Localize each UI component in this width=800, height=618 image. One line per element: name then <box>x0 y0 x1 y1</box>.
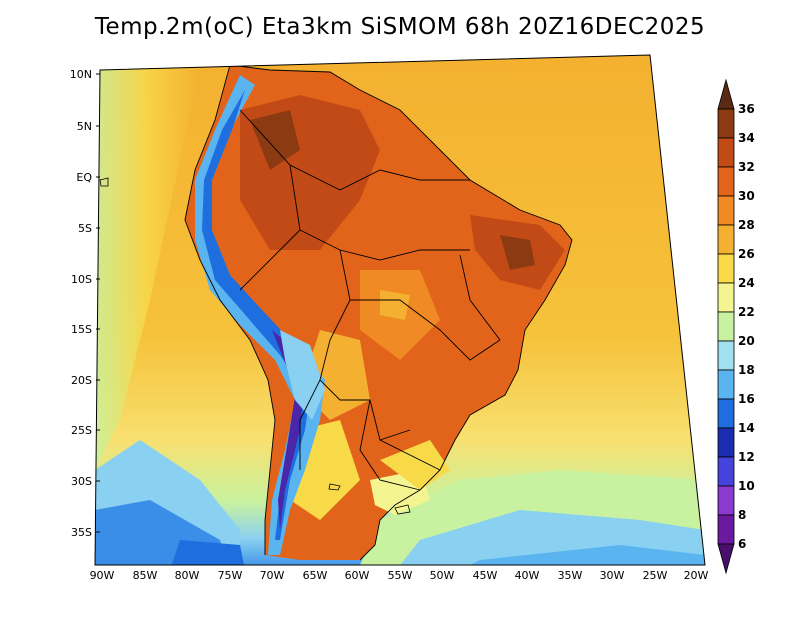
country-borders <box>184 64 573 561</box>
lon-label: 55W <box>388 569 413 582</box>
colorbar-swatch <box>717 78 735 110</box>
colorbar-swatch <box>717 369 735 400</box>
colorbar-swatch <box>717 398 735 429</box>
colorbar-label: 32 <box>738 160 755 174</box>
lat-label: 10S <box>71 273 92 286</box>
colorbar-swatch <box>717 224 735 255</box>
lon-label: 85W <box>133 569 158 582</box>
longitude-axis: 90W 85W 80W 75W 70W 65W 60W 55W 50W 45W … <box>90 569 709 582</box>
lon-label: 30W <box>600 569 625 582</box>
colorbar-label: 26 <box>738 247 755 261</box>
colorbar-label: 14 <box>738 421 755 435</box>
colorbar-swatch <box>717 543 735 575</box>
lon-label: 20W <box>684 569 709 582</box>
lat-label: 15S <box>71 323 92 336</box>
colorbar-swatch <box>717 340 735 371</box>
colorbar: 36 34 32 30 28 26 24 22 20 18 16 14 12 10 8 6 <box>717 78 755 575</box>
colorbar-label: 6 <box>738 537 746 551</box>
colorbar-swatch <box>717 137 735 168</box>
lat-label: 25S <box>71 424 92 437</box>
colorbar-label: 16 <box>738 392 755 406</box>
colorbar-label: 18 <box>738 363 755 377</box>
map-frame <box>94 54 706 566</box>
colorbar-label: 28 <box>738 218 755 232</box>
lon-label: 80W <box>175 569 200 582</box>
lon-label: 40W <box>515 569 540 582</box>
lon-label: 35W <box>558 569 583 582</box>
lat-label: 30S <box>71 475 92 488</box>
colorbar-label: 10 <box>738 479 755 493</box>
lon-label: 25W <box>643 569 668 582</box>
colorbar-swatch <box>717 514 735 545</box>
lon-label: 75W <box>218 569 243 582</box>
colorbar-swatch <box>717 427 735 458</box>
lon-label: 45W <box>473 569 498 582</box>
colorbar-label: 8 <box>738 508 746 522</box>
colorbar-label: 34 <box>738 131 755 145</box>
lat-label: 20S <box>71 374 92 387</box>
colorbar-label: 30 <box>738 189 755 203</box>
colorbar-label: 20 <box>738 334 755 348</box>
lat-label: EQ <box>76 171 92 184</box>
lat-label: 10N <box>70 68 92 81</box>
colorbar-swatch <box>717 253 735 284</box>
colorbar-swatch <box>717 456 735 487</box>
lon-label: 70W <box>260 569 285 582</box>
map-title: Temp.2m(oC) Eta3km SiSMOM 68h 20Z16DEC20… <box>94 14 706 40</box>
lat-label: 5N <box>77 120 92 133</box>
colorbar-label: 22 <box>738 305 755 319</box>
colorbar-swatch <box>717 166 735 197</box>
lon-label: 65W <box>303 569 328 582</box>
temperature-field <box>95 55 705 565</box>
lon-label: 50W <box>430 569 455 582</box>
colorbar-swatch <box>717 108 735 139</box>
colorbar-label: 24 <box>738 276 755 290</box>
lon-label: 90W <box>90 569 115 582</box>
colorbar-swatch <box>717 485 735 516</box>
colorbar-label: 36 <box>738 102 755 116</box>
latitude-axis: 10N 5N EQ 5S 10S 15S 20S 25S 30S 35S <box>70 68 100 539</box>
lon-label: 60W <box>345 569 370 582</box>
lat-label: 5S <box>78 222 92 235</box>
colorbar-swatch <box>717 311 735 342</box>
colorbar-swatch <box>717 195 735 226</box>
lat-label: 35S <box>71 526 92 539</box>
colorbar-swatch <box>717 282 735 313</box>
colorbar-label: 12 <box>738 450 755 464</box>
